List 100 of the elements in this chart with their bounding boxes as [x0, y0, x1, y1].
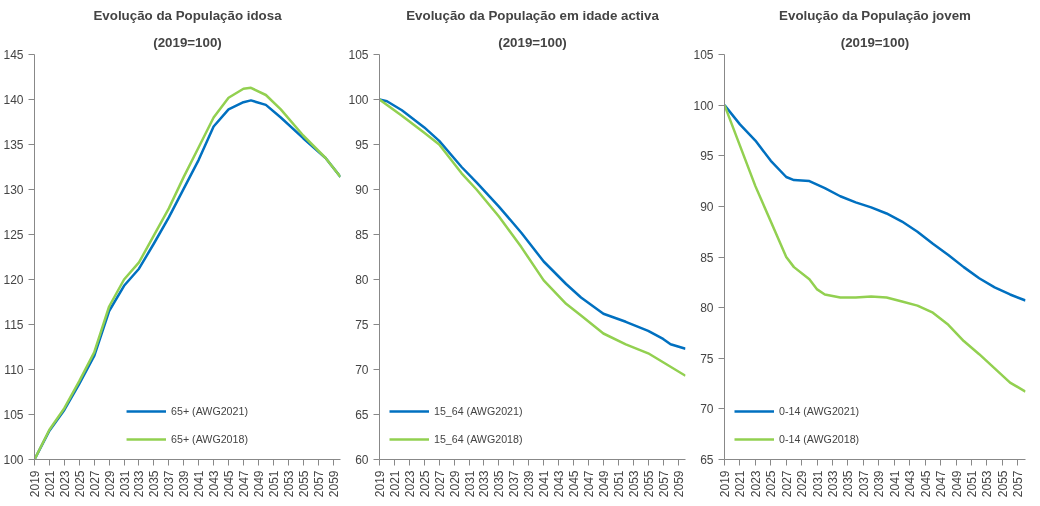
legend-label: 15_64 (AWG2018): [434, 433, 523, 445]
y-tick-label: 105: [3, 408, 24, 422]
y-tick-label: 95: [700, 149, 714, 164]
y-tick-label: 130: [3, 183, 24, 197]
legend-label: 0-14 (AWG2018): [779, 433, 860, 445]
legend-label: 15_64 (AWG2021): [434, 405, 523, 417]
y-tick-label: 95: [355, 138, 369, 152]
legend-label: 65+ (AWG2018): [171, 433, 248, 445]
x-tick-label: 2053: [626, 470, 641, 498]
y-tick-label: 115: [4, 318, 24, 332]
x-tick-label: 2037: [856, 470, 871, 498]
x-tick-label: 2029: [795, 470, 810, 498]
x-tick-label: 2039: [177, 470, 192, 498]
x-tick-label: 2021: [42, 470, 57, 498]
x-tick-label: 2025: [764, 470, 779, 498]
y-tick-label: 85: [700, 250, 714, 265]
chart-title: Evolução da População jovem: [779, 7, 972, 23]
chart-title: Evolução da População idosa: [93, 7, 283, 23]
x-tick-label: 2025: [72, 470, 87, 498]
x-tick-label: 2021: [733, 470, 748, 498]
chart-subtitle: (2019=100): [153, 34, 222, 50]
x-tick-label: 2029: [447, 470, 462, 498]
x-tick-label: 2057: [656, 470, 671, 498]
x-tick-label: 2051: [611, 470, 626, 498]
x-tick-label: 2021: [387, 470, 402, 498]
y-tick-label: 85: [355, 228, 369, 242]
y-tick-label: 100: [693, 98, 714, 113]
x-tick-label: 2019: [373, 470, 387, 498]
x-tick-label: 2039: [872, 470, 887, 498]
x-tick-label: 2043: [552, 470, 567, 498]
x-tick-label: 2047: [934, 470, 949, 498]
x-tick-label: 2043: [207, 470, 222, 498]
x-tick-label: 2031: [117, 470, 132, 498]
x-tick-label: 2033: [826, 470, 841, 498]
x-tick-label: 2055: [641, 470, 656, 498]
y-tick-label: 110: [4, 363, 24, 377]
x-tick-label: 2057: [1011, 470, 1026, 498]
x-tick-label: 2035: [841, 470, 856, 498]
x-tick-label: 2031: [462, 470, 477, 498]
line-series: [724, 103, 1026, 302]
y-tick-label: 75: [700, 351, 714, 366]
x-tick-label: 2033: [477, 470, 492, 498]
x-tick-label: 2059: [671, 470, 686, 498]
y-tick-label: 65: [355, 408, 369, 422]
x-tick-label: 2051: [266, 470, 281, 498]
y-tick-label: 90: [700, 199, 714, 214]
x-tick-label: 2057: [311, 470, 326, 498]
y-tick-label: 90: [355, 183, 369, 197]
chart-subtitle: (2019=100): [840, 34, 910, 50]
x-tick-label: 2035: [147, 470, 162, 498]
x-tick-label: 2023: [57, 470, 72, 498]
x-tick-label: 2027: [87, 470, 102, 498]
x-tick-label: 2047: [581, 470, 596, 498]
y-tick-label: 80: [700, 301, 714, 316]
y-tick-label: 70: [700, 402, 714, 417]
x-tick-label: 2045: [918, 470, 933, 498]
x-tick-label: 2041: [537, 470, 552, 498]
x-tick-label: 2039: [522, 470, 537, 498]
x-tick-label: 2053: [980, 470, 995, 498]
chart-title: Evolução da População em idade activa: [406, 7, 660, 23]
y-tick-label: 100: [3, 453, 24, 467]
x-tick-label: 2025: [417, 470, 432, 498]
line-series: [724, 103, 1026, 393]
x-tick-label: 2037: [507, 470, 522, 498]
x-tick-label: 2059: [326, 470, 341, 498]
x-tick-label: 2041: [887, 470, 902, 498]
x-tick-label: 2047: [236, 470, 251, 498]
legend-label: 65+ (AWG2021): [171, 405, 248, 417]
y-tick-label: 75: [355, 318, 369, 332]
y-tick-label: 120: [3, 273, 24, 287]
x-tick-label: 2023: [402, 470, 417, 498]
x-tick-label: 2041: [192, 470, 207, 498]
y-tick-label: 80: [355, 273, 369, 287]
x-tick-label: 2033: [132, 470, 147, 498]
x-tick-label: 2029: [102, 470, 117, 498]
x-tick-label: 2031: [810, 470, 825, 498]
x-tick-label: 2049: [251, 470, 266, 498]
y-tick-label: 70: [355, 363, 369, 377]
y-tick-label: 105: [348, 48, 369, 62]
y-tick-label: 140: [3, 93, 24, 107]
y-tick-label: 60: [355, 453, 369, 467]
x-tick-label: 2053: [281, 470, 296, 498]
x-tick-label: 2043: [903, 470, 918, 498]
y-tick-label: 105: [693, 48, 714, 62]
x-tick-label: 2045: [222, 470, 237, 498]
x-tick-label: 2049: [949, 470, 964, 498]
x-tick-label: 2049: [596, 470, 611, 498]
x-tick-label: 2055: [995, 470, 1010, 498]
x-tick-label: 2051: [964, 470, 979, 498]
y-tick-label: 65: [700, 453, 714, 467]
y-tick-label: 125: [3, 228, 24, 242]
x-tick-label: 2035: [492, 470, 507, 498]
legend-label: 0-14 (AWG2021): [779, 405, 860, 417]
x-tick-label: 2045: [567, 470, 582, 498]
x-tick-label: 2055: [296, 470, 311, 498]
y-tick-label: 100: [348, 93, 369, 107]
x-tick-label: 2019: [28, 470, 42, 498]
y-tick-label: 135: [3, 138, 24, 152]
x-tick-label: 2027: [779, 470, 794, 498]
x-tick-label: 2037: [162, 470, 177, 498]
